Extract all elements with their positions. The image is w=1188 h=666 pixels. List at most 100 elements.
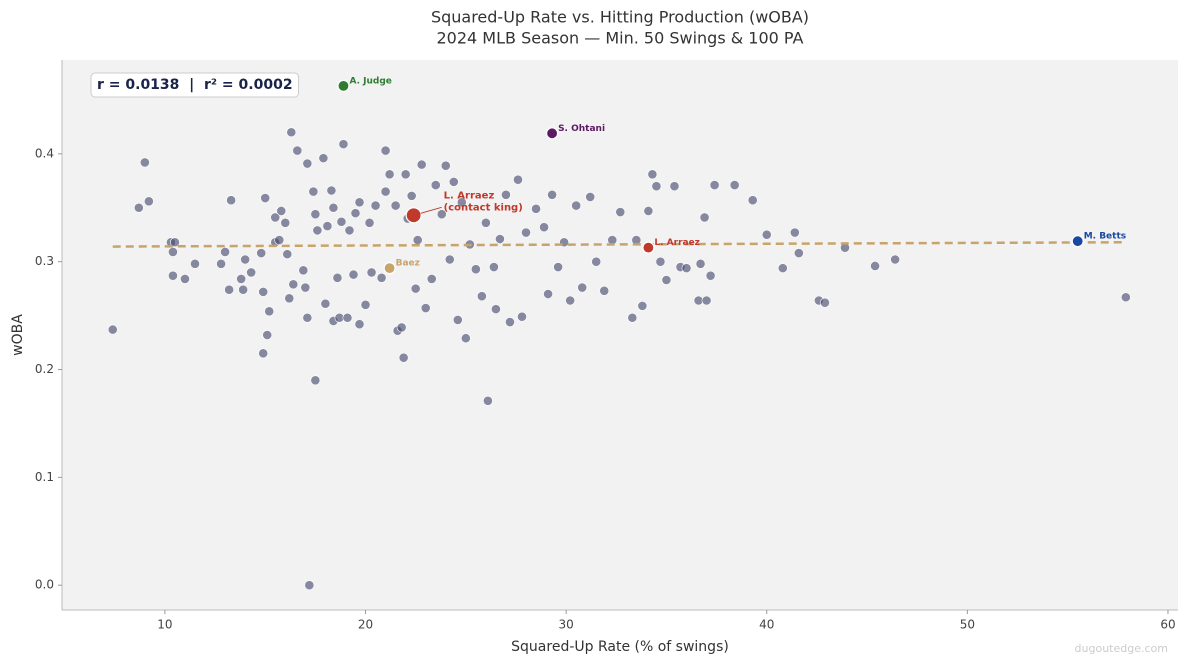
highlight-label: M. Betts: [1084, 232, 1126, 242]
point: [585, 192, 596, 202]
point: [396, 322, 407, 333]
point: [364, 217, 375, 228]
point: [539, 222, 549, 233]
point: [410, 283, 421, 294]
highlight-point: [642, 241, 655, 254]
point: [360, 299, 371, 310]
point: [320, 298, 331, 309]
chart-subtitle: 2024 MLB Season — Min. 50 Swings & 100 P…: [437, 29, 804, 48]
point: [302, 312, 313, 323]
point: [107, 324, 118, 335]
plot-area: [62, 60, 1178, 610]
point: [661, 275, 672, 285]
point: [302, 158, 313, 169]
point: [470, 264, 481, 275]
point: [310, 209, 321, 220]
y-tick-label: 0.3: [35, 254, 54, 268]
chart-title: Squared-Up Rate vs. Hitting Production (…: [431, 8, 809, 27]
highlight-point: [337, 79, 350, 92]
point: [452, 315, 463, 325]
point: [501, 189, 511, 200]
point: [430, 180, 441, 190]
point: [444, 254, 455, 265]
point: [282, 249, 293, 260]
point: [476, 291, 487, 302]
point: [655, 256, 666, 267]
y-tick-label: 0.4: [35, 146, 54, 160]
point: [747, 195, 758, 206]
point: [276, 206, 287, 216]
point: [398, 352, 409, 363]
point: [440, 160, 451, 171]
point: [354, 319, 365, 330]
stat-box-frame: [90, 72, 300, 98]
point: [729, 180, 740, 190]
point: [793, 248, 804, 258]
point: [226, 195, 237, 206]
point: [390, 200, 401, 211]
point: [300, 282, 311, 293]
point: [380, 186, 391, 197]
point: [456, 197, 467, 208]
point: [332, 272, 343, 283]
highlight-label: L. Arraez: [654, 238, 700, 248]
point: [615, 207, 626, 217]
x-tick-label: 50: [960, 618, 975, 632]
point: [761, 229, 772, 240]
point: [370, 200, 381, 211]
highlight-point: [1071, 235, 1084, 248]
point: [547, 189, 557, 200]
highlight-point: [545, 127, 559, 140]
point: [312, 225, 323, 236]
point: [870, 261, 880, 271]
point: [246, 267, 257, 278]
point: [292, 145, 303, 156]
point: [240, 254, 251, 265]
point: [326, 185, 337, 196]
highlight-label: S. Ohtani: [558, 124, 605, 134]
x-axis-label: Squared-Up Rate (% of swings): [511, 639, 729, 655]
point: [599, 285, 610, 296]
point: [699, 212, 710, 223]
watermark: dugoutedge.com: [1075, 642, 1168, 655]
highlight-label: L. Arraez: [444, 190, 495, 201]
stat-box: r = 0.0138 | r² = 0.0002: [90, 72, 300, 98]
x-tick-label: 10: [157, 618, 172, 632]
highlight-point: [405, 207, 422, 224]
point: [627, 312, 638, 323]
point: [260, 193, 271, 203]
x-tick-label: 20: [358, 618, 373, 632]
point: [543, 289, 553, 299]
point: [133, 202, 144, 213]
point: [270, 212, 281, 223]
point: [180, 274, 190, 284]
point: [236, 274, 247, 284]
point: [513, 174, 523, 185]
point: [258, 286, 269, 297]
point: [366, 267, 377, 278]
y-tick-label: 0.2: [35, 362, 54, 376]
point: [777, 263, 788, 274]
point: [412, 235, 423, 245]
point: [400, 169, 411, 180]
point: [304, 580, 315, 591]
point: [705, 270, 716, 281]
point: [308, 186, 319, 197]
stat-annotation: r = 0.0138 | r² = 0.0002: [97, 77, 293, 93]
point: [480, 217, 491, 228]
point: [168, 270, 178, 281]
point: [890, 254, 901, 265]
x-tick-label: 60: [1160, 618, 1175, 632]
point: [190, 258, 200, 269]
point: [318, 153, 329, 164]
point: [262, 330, 273, 340]
point: [460, 333, 471, 344]
point: [286, 127, 297, 138]
highlight-point: [383, 262, 396, 275]
point: [298, 265, 309, 276]
point: [342, 312, 353, 323]
point: [336, 216, 347, 227]
point: [328, 202, 339, 213]
point: [577, 282, 588, 293]
